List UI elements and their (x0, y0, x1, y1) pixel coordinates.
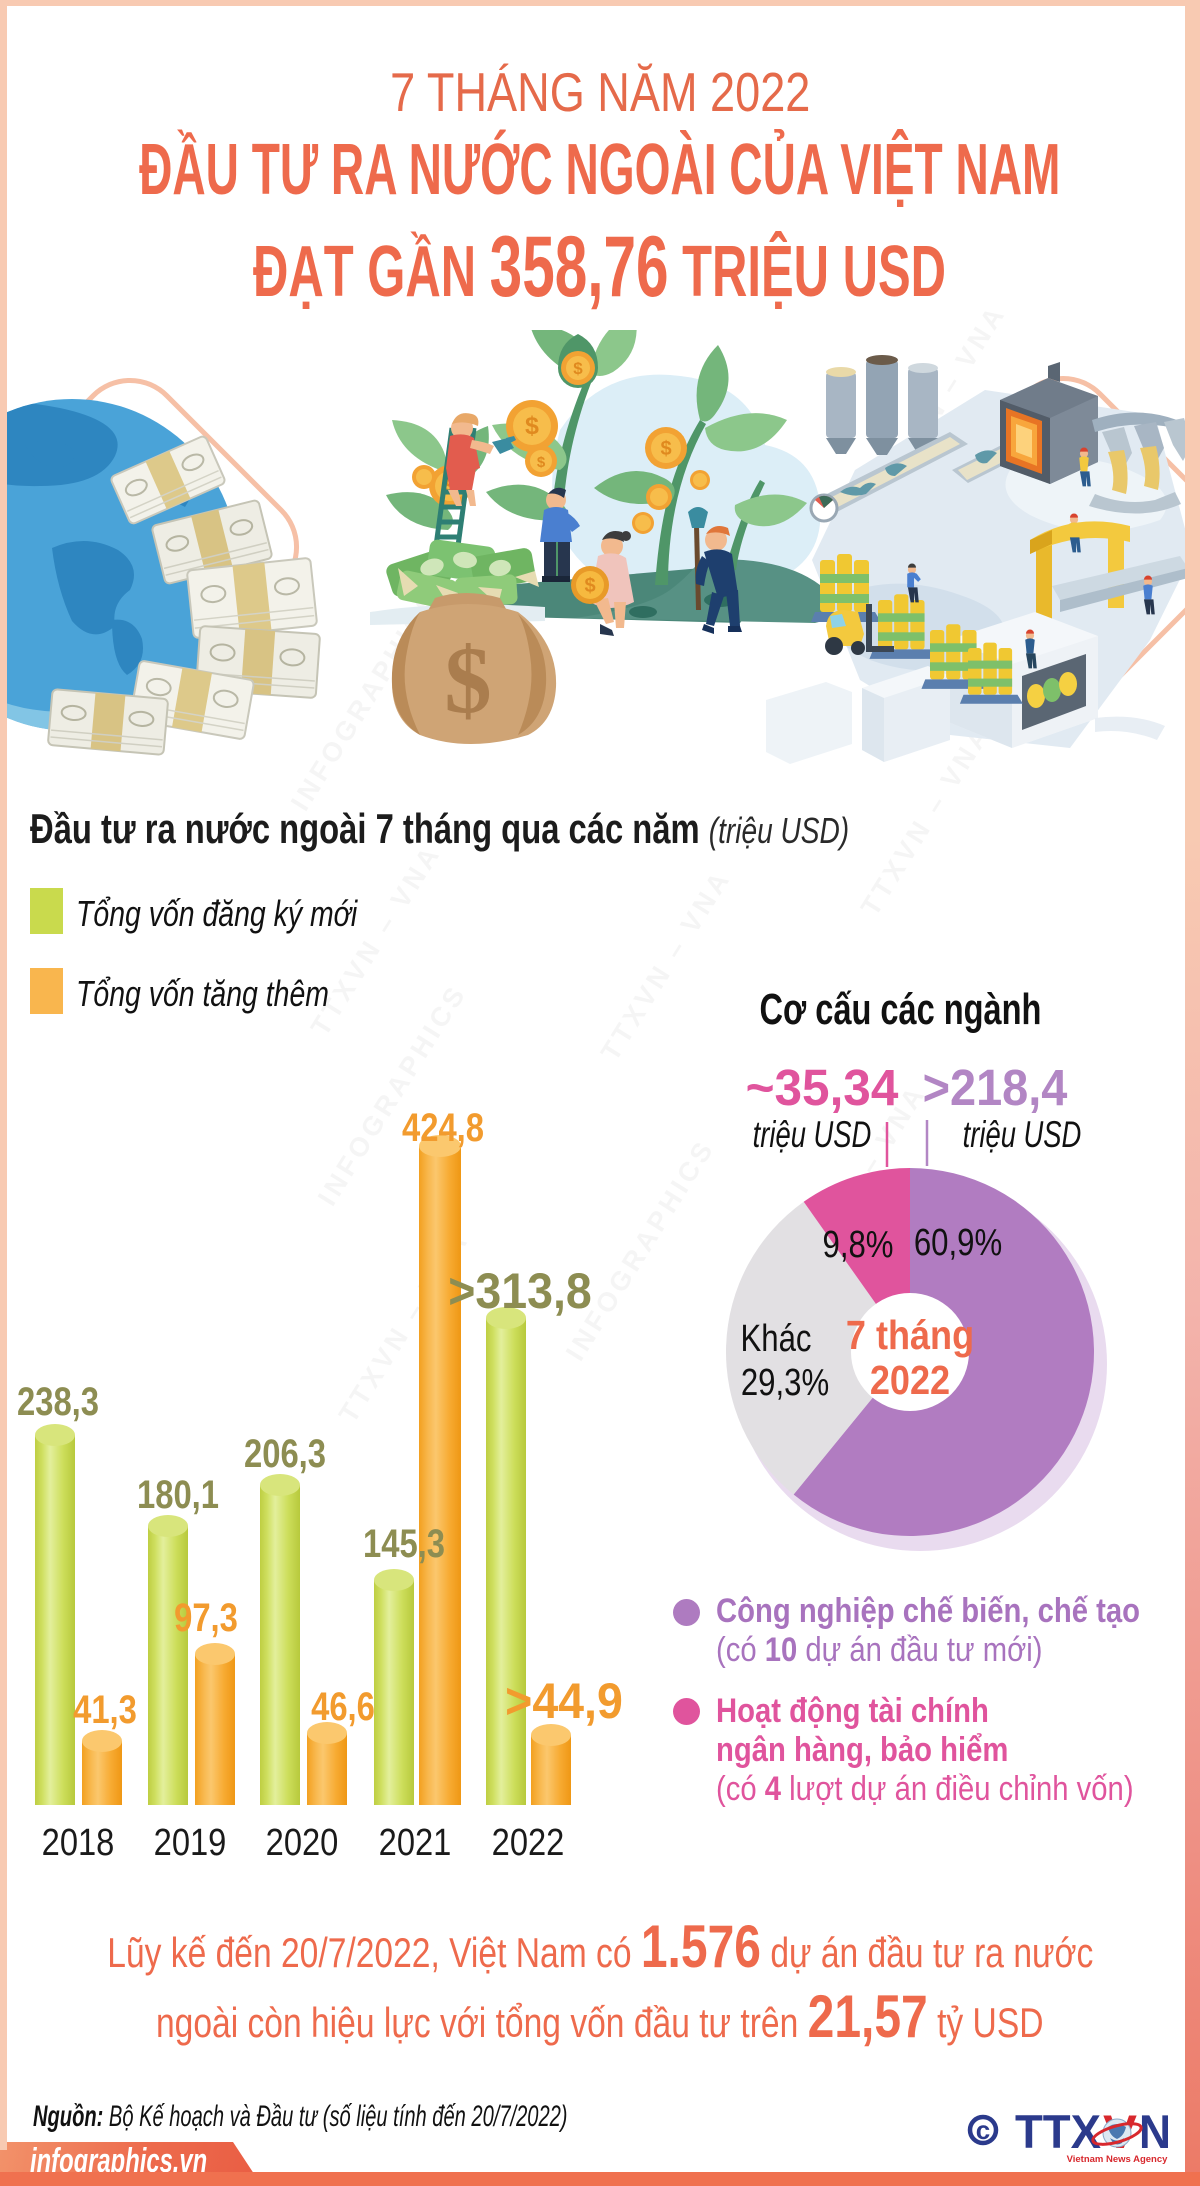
svg-text:c: c (976, 2115, 990, 2145)
svg-text:$: $ (525, 412, 539, 440)
svg-text:$: $ (444, 627, 492, 733)
svg-text:$: $ (573, 359, 583, 378)
svg-text:$: $ (584, 575, 595, 597)
svg-text:$: $ (660, 438, 671, 460)
svg-text:$: $ (537, 454, 546, 471)
svg-text:TTX: TTX (1015, 2105, 1101, 2158)
svg-text:Vietnam News Agency: Vietnam News Agency (1067, 2154, 1169, 2165)
svg-text:N: N (1139, 2105, 1171, 2158)
